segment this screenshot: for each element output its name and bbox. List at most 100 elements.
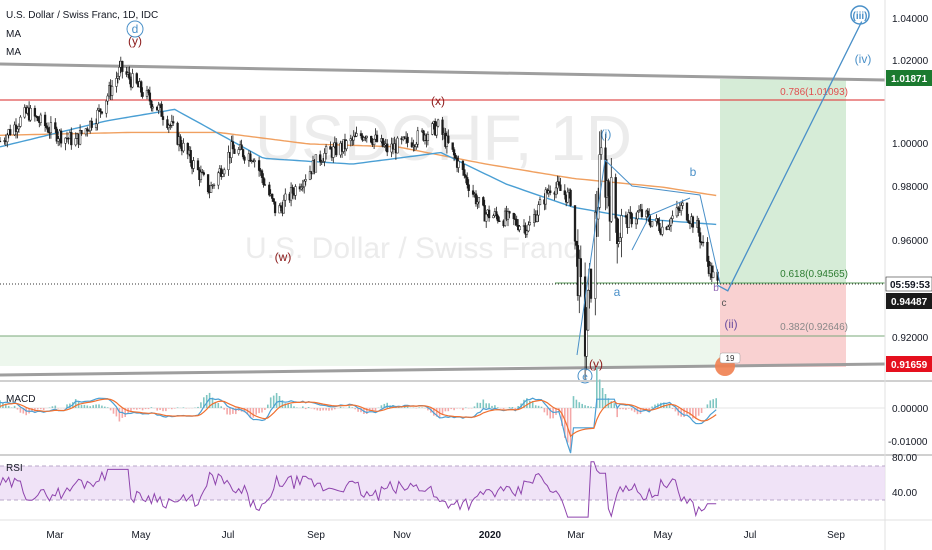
macd-histogram-bar — [497, 407, 499, 408]
macd-histogram-bar — [383, 403, 386, 408]
candle — [671, 215, 674, 219]
candle — [182, 142, 185, 152]
candle — [166, 119, 169, 129]
candle — [485, 213, 488, 222]
wave-i-line[interactable] — [576, 159, 606, 356]
candle — [282, 199, 285, 214]
stop-zone[interactable] — [720, 284, 846, 367]
macd-line[interactable] — [0, 397, 717, 454]
macd-histogram-bar — [491, 405, 493, 408]
profit-zone[interactable] — [720, 79, 846, 284]
candle — [257, 160, 261, 171]
candle — [589, 268, 593, 299]
rsi-line[interactable] — [0, 461, 717, 518]
macd-histogram-bar — [494, 405, 496, 408]
macd-histogram-bar — [275, 393, 278, 408]
candle — [189, 150, 192, 163]
projection-path[interactable] — [717, 21, 863, 292]
candle — [105, 100, 108, 114]
rsi-tick-2: 40.00 — [892, 488, 917, 499]
macd-histogram-bar — [508, 407, 511, 408]
macd-histogram-bar — [386, 402, 388, 408]
candle — [268, 184, 271, 196]
candle — [329, 146, 332, 150]
macd-histogram-bar — [252, 408, 255, 418]
candle — [471, 190, 475, 195]
candle — [118, 67, 121, 77]
candle — [544, 189, 547, 205]
macd-histogram-bar — [83, 404, 86, 408]
macd-histogram-bar — [660, 402, 662, 408]
candle — [640, 209, 644, 217]
macd-histogram-bar — [421, 407, 423, 408]
macd-histogram-bar — [42, 408, 45, 411]
indicator-ma-2[interactable]: MA — [6, 47, 21, 58]
candle — [710, 265, 713, 278]
ma-slow-line[interactable] — [0, 131, 717, 197]
candle — [464, 175, 467, 178]
candle — [33, 108, 37, 117]
candle — [86, 128, 89, 132]
macd-histogram-bar — [40, 408, 42, 410]
watermark-name: U.S. Dollar / Swiss Franc — [245, 232, 578, 265]
candle — [498, 220, 501, 222]
candle — [279, 205, 283, 208]
macd-histogram-bar — [115, 408, 118, 417]
candle — [496, 215, 499, 222]
candle — [607, 180, 610, 197]
macd-histogram-bar — [453, 408, 455, 411]
candle — [370, 135, 373, 143]
candle — [476, 201, 479, 205]
upper-trendline[interactable] — [0, 62, 886, 82]
macd-histogram-bar — [357, 408, 359, 412]
symbol-title[interactable]: U.S. Dollar / Swiss Franc, 1D, IDC — [6, 10, 158, 21]
macd-histogram-bar — [668, 404, 671, 408]
time-tick-nov-2019: Nov — [393, 530, 411, 541]
candle — [323, 153, 326, 162]
macd-histogram-bar — [86, 405, 89, 408]
candle — [212, 184, 216, 187]
wave-label-b: b — [690, 165, 697, 179]
macd-tick-1: 0.00000 — [892, 404, 929, 415]
candle — [231, 141, 235, 150]
wave-b-line[interactable] — [631, 197, 691, 251]
macd-histogram-bar — [229, 408, 231, 415]
candle — [515, 219, 518, 226]
candle — [131, 73, 134, 88]
rsi-group — [0, 461, 717, 518]
candle — [209, 185, 213, 193]
candle — [554, 187, 558, 195]
candle — [240, 144, 243, 150]
macd-histogram-bar — [147, 408, 150, 410]
rsi-pane-label[interactable]: RSI — [6, 463, 23, 474]
macd-pane-label[interactable]: MACD — [6, 394, 35, 405]
macd-histogram-bar — [569, 408, 572, 450]
candle — [319, 154, 322, 162]
candle — [6, 134, 9, 143]
lower-trendline[interactable] — [0, 362, 886, 377]
candle — [681, 202, 684, 206]
macd-histogram-bar — [48, 407, 51, 408]
support-zone — [0, 336, 720, 366]
macd-histogram-bar — [293, 406, 295, 408]
candle — [273, 201, 277, 214]
candle — [362, 137, 366, 141]
candle — [90, 120, 93, 128]
macd-histogram-bar — [622, 408, 624, 410]
candle — [372, 138, 376, 145]
indicator-ma-1[interactable]: MA — [6, 29, 21, 40]
countdown-label-bg — [885, 276, 932, 292]
macd-histogram-bar — [214, 401, 217, 408]
candle — [668, 225, 671, 227]
candle — [271, 193, 274, 199]
candle — [169, 124, 172, 127]
macd-histogram-bar — [488, 403, 490, 408]
candle — [78, 130, 82, 145]
wave-abc-line[interactable] — [604, 159, 721, 284]
macd-signal-line[interactable] — [0, 398, 717, 438]
macd-histogram-bar — [235, 408, 237, 415]
candle — [199, 171, 203, 180]
wave-label-b-small: b — [713, 283, 719, 294]
wave-label-e: e — [582, 372, 588, 383]
